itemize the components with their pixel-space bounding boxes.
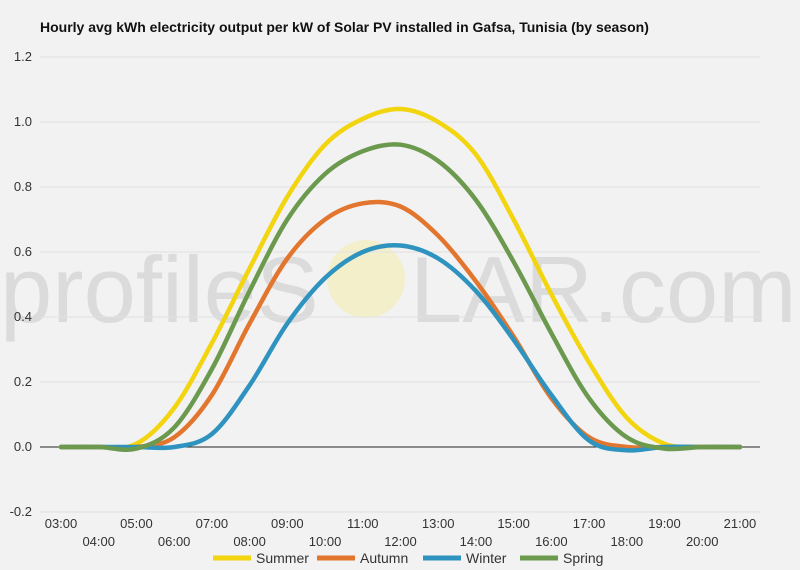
y-tick-label: -0.2 xyxy=(10,504,32,519)
x-tick-label: 03:00 xyxy=(45,516,78,531)
x-tick-label: 16:00 xyxy=(535,534,568,549)
x-tick-label: 06:00 xyxy=(158,534,191,549)
x-tick-label: 19:00 xyxy=(648,516,681,531)
series-line-winter xyxy=(58,242,743,453)
y-tick-label: 1.0 xyxy=(14,114,32,129)
x-tick-label: 21:00 xyxy=(724,516,757,531)
series-line-autumn xyxy=(58,199,743,450)
y-tick-label: 0.6 xyxy=(14,244,32,259)
y-tick-label: 0.8 xyxy=(14,179,32,194)
x-tick-label: 09:00 xyxy=(271,516,304,531)
x-tick-label: 05:00 xyxy=(120,516,153,531)
y-tick-label: 0.0 xyxy=(14,439,32,454)
legend-label-autumn: Autumn xyxy=(360,550,408,566)
x-tick-label: 04:00 xyxy=(82,534,115,549)
x-tick-label: 18:00 xyxy=(611,534,644,549)
x-tick-label: 13:00 xyxy=(422,516,455,531)
legend-label-winter: Winter xyxy=(466,550,507,566)
legend: Summer Autumn Winter Spring xyxy=(213,550,603,566)
x-tick-label: 20:00 xyxy=(686,534,719,549)
x-tick-label: 07:00 xyxy=(196,516,229,531)
x-axis: 03:00 04:00 05:00 06:00 07:00 08:00 09:00 10:00… xyxy=(45,516,757,549)
legend-label-summer: Summer xyxy=(256,550,309,566)
x-tick-label: 14:00 xyxy=(460,534,493,549)
legend-label-spring: Spring xyxy=(563,550,603,566)
x-tick-label: 11:00 xyxy=(347,516,379,531)
y-tick-label: 0.2 xyxy=(14,374,32,389)
series-line-spring xyxy=(58,142,743,453)
y-tick-label: 1.2 xyxy=(14,49,32,64)
x-tick-label: 12:00 xyxy=(384,534,417,549)
chart-title: Hourly avg kWh electricity output per kW… xyxy=(40,19,649,35)
watermark: profileS LAR.com xyxy=(0,237,797,342)
series-line-summer xyxy=(58,106,743,450)
x-tick-label: 17:00 xyxy=(573,516,606,531)
y-axis: 1.2 1.0 0.8 0.6 0.4 0.2 0.0 -0.2 xyxy=(10,49,32,519)
x-tick-label: 08:00 xyxy=(233,534,266,549)
x-tick-label: 15:00 xyxy=(497,516,530,531)
y-tick-label: 0.4 xyxy=(14,309,32,324)
series-lines xyxy=(58,106,743,453)
x-tick-label: 10:00 xyxy=(309,534,342,549)
watermark-text-right: LAR.com xyxy=(410,237,797,342)
